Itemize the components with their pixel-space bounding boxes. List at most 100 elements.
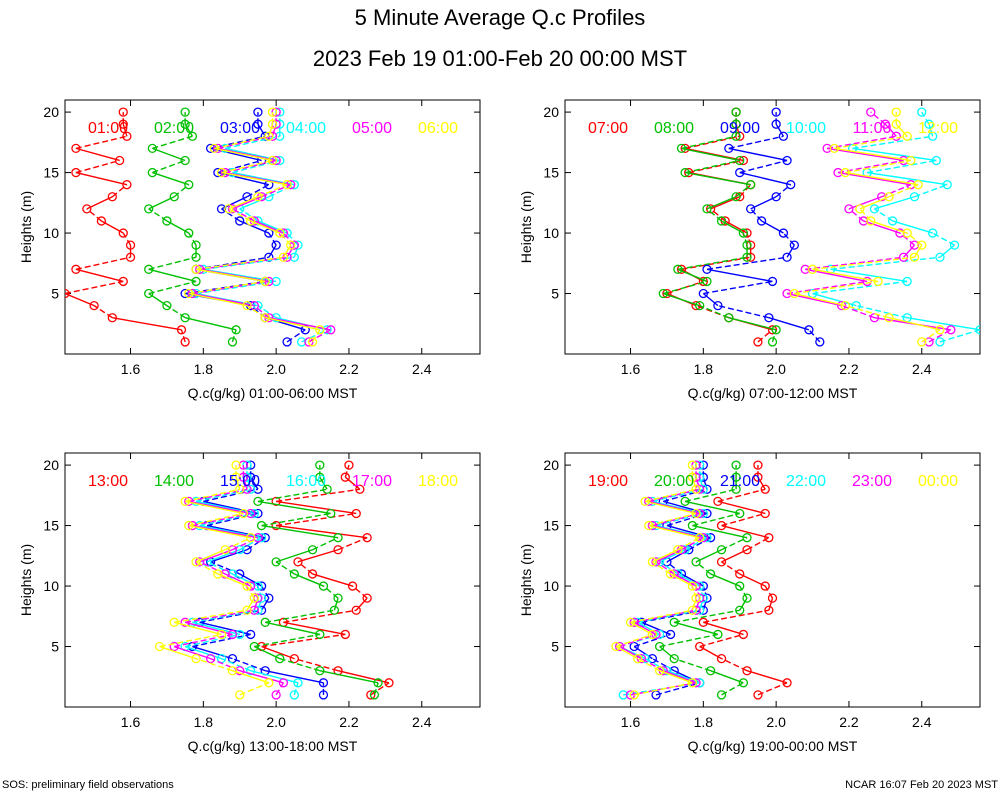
series-line-segment: [859, 196, 890, 210]
y-axis-label: Heights (m): [518, 191, 534, 263]
data-point: [713, 629, 723, 640]
data-point: [767, 325, 778, 335]
data-point: [271, 276, 281, 287]
series-line-segment: [199, 524, 262, 539]
data-point: [242, 484, 252, 494]
data-point: [887, 216, 898, 226]
series-line-segment: [254, 220, 284, 234]
data-point: [271, 520, 281, 531]
data-point: [286, 240, 296, 250]
x-tick-label: 2.2: [339, 714, 359, 730]
data-point: [716, 545, 727, 555]
series-line-segment: [180, 329, 186, 343]
data-point: [162, 216, 172, 226]
series-line-segment: [217, 171, 270, 186]
data-point: [651, 557, 661, 567]
series-line-segment: [203, 268, 277, 283]
x-tick-label: 2.0: [766, 361, 786, 377]
series-line-segment: [210, 561, 241, 575]
series-line-segment: [294, 657, 339, 672]
data-point: [909, 192, 920, 202]
data-point: [687, 460, 698, 470]
series-line-segment: [217, 147, 277, 162]
data-point: [184, 228, 194, 238]
data-point: [242, 605, 252, 615]
series-line-segment: [659, 670, 693, 684]
series-line-segment: [214, 147, 273, 162]
data-point: [735, 581, 745, 591]
data-point: [347, 581, 358, 591]
series-line-segment: [655, 524, 708, 539]
data-point: [227, 337, 238, 347]
data-point: [647, 520, 658, 531]
series-line-segment: [188, 232, 197, 246]
data-point: [742, 545, 752, 555]
series-line-segment: [166, 305, 186, 319]
data-point: [756, 216, 767, 226]
series-line-segment: [728, 135, 784, 150]
x-axis-label: Q.c(g/kg) 19:00-00:00 MST: [688, 738, 858, 754]
data-point: [665, 569, 676, 579]
series-line-segment: [913, 244, 923, 258]
legend-entry: 03:00: [220, 120, 260, 137]
series-line-segment: [174, 621, 222, 636]
data-point: [873, 276, 883, 287]
data-point: [227, 545, 238, 555]
series-line-segment: [764, 585, 774, 599]
series-line-segment: [261, 512, 331, 527]
data-point: [676, 264, 687, 274]
series-line-segment: [279, 232, 292, 246]
series-line-segment: [188, 292, 248, 307]
legend-entry: 01:00: [88, 120, 128, 137]
y-tick-label: 15: [43, 165, 59, 181]
series-line-segment: [199, 621, 251, 636]
y-tick-label: 10: [43, 578, 59, 594]
data-point: [724, 143, 734, 154]
data-point: [902, 276, 912, 287]
series-line-segment: [684, 147, 744, 162]
data-point: [220, 545, 230, 555]
data-point: [220, 167, 230, 178]
series-line-segment: [684, 135, 740, 150]
series-line-segment: [174, 609, 248, 624]
data-point: [180, 313, 190, 323]
series-line-segment: [192, 609, 259, 624]
data-point: [289, 569, 299, 579]
data-point: [822, 143, 832, 154]
data-point: [702, 276, 712, 287]
series-line-segment: [224, 573, 251, 587]
data-point: [271, 557, 281, 567]
data-point: [935, 337, 945, 347]
series-line-segment: [684, 500, 740, 515]
series-line-segment: [192, 524, 259, 539]
series-line-segment: [65, 292, 95, 307]
data-point: [118, 228, 128, 238]
data-point: [340, 629, 350, 640]
data-point: [716, 653, 727, 664]
series-line-segment: [874, 196, 915, 210]
data-point: [246, 216, 256, 226]
data-point: [238, 460, 249, 470]
series-line-segment: [739, 171, 791, 186]
series-line-segment: [184, 500, 244, 515]
data-point: [731, 119, 741, 129]
data-point: [698, 276, 708, 287]
data-point: [942, 180, 952, 190]
series-line-segment: [184, 317, 237, 331]
series-line-segment: [75, 268, 124, 283]
data-point: [238, 508, 249, 519]
series-line-segment: [830, 256, 941, 271]
series-line-segment: [311, 329, 321, 343]
data-point: [753, 472, 763, 482]
series-line-segment: [706, 208, 722, 222]
data-point: [191, 264, 201, 274]
data-point: [249, 641, 259, 652]
data-point: [296, 337, 307, 347]
series-line-segment: [677, 268, 708, 283]
series-line-segment: [188, 500, 251, 515]
series-line-segment: [210, 147, 262, 162]
data-point: [705, 569, 716, 579]
data-point: [807, 264, 818, 274]
data-point: [866, 107, 876, 117]
data-point: [716, 690, 727, 700]
